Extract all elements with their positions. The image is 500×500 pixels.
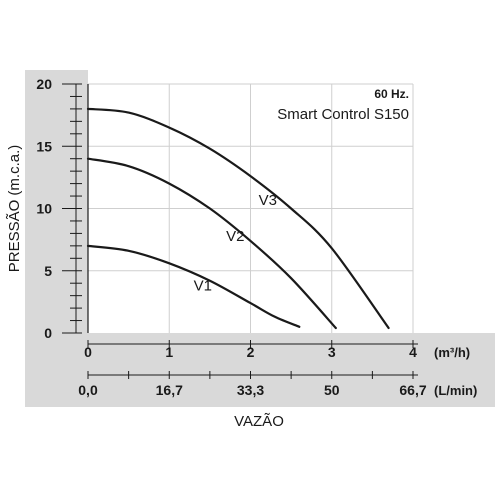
series-line-v3 [86,107,390,330]
y-tick-label: 5 [44,263,52,279]
x2-tick-label: 33,3 [237,382,264,398]
x2-tick-label: 16,7 [156,382,183,398]
series-label-v3: V3 [259,192,277,209]
x2-tick-label: 50 [324,382,340,398]
y-tick-label: 20 [36,76,52,92]
y-tick-label: 10 [36,201,52,217]
x2-unit-label: (L/min) [434,383,477,398]
series-line-v2 [86,157,337,330]
x2-tick-label: 0,0 [78,382,98,398]
x-axis-title: VAZÃO [234,413,284,430]
x-tick-label: 0 [84,344,92,360]
series-label-v2: V2 [226,228,244,245]
y-axis-title: PRESSÃO (m.c.a.) [6,145,23,273]
y-tick-label: 0 [44,325,52,341]
x-unit-label: (m³/h) [434,345,470,360]
x-tick-label: 3 [328,344,336,360]
y-tick-label: 15 [36,138,52,154]
frequency-annotation: 60 Hz. [374,87,409,101]
x-tick-label: 1 [165,344,173,360]
x-tick-label: 2 [247,344,255,360]
x-tick-label: 4 [409,344,417,360]
model-annotation: Smart Control S150 [277,106,409,123]
series-label-v1: V1 [194,278,212,295]
series-line-v1 [86,244,301,328]
x2-tick-label: 66,7 [399,382,426,398]
